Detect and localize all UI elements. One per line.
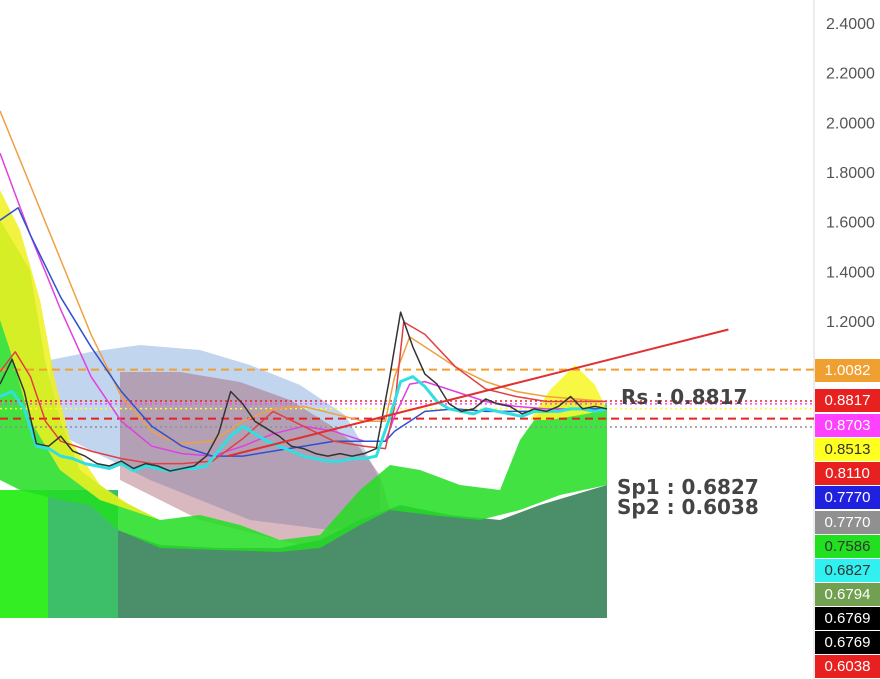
moving-average-line (0, 110, 608, 445)
y-tick-label: 1.4000 (826, 264, 875, 281)
moving-average-line (0, 375, 608, 473)
price-badge: 0.8513 (815, 438, 880, 461)
price-badge: 1.0082 (815, 359, 880, 382)
yellow-ribbon (0, 190, 160, 520)
maroon-cloud (120, 372, 390, 545)
trendline (227, 328, 729, 458)
price-badge: 0.8817 (815, 389, 880, 412)
price-badge: 0.6769 (815, 631, 880, 654)
price-badge: 0.7770 (815, 511, 880, 534)
price-badge: 0.8110 (815, 462, 880, 485)
support-2-annotation: Sp2 : 0.6038 (617, 495, 759, 519)
y-tick-label: 2.4000 (826, 16, 875, 33)
y-tick-label: 1.2000 (826, 314, 875, 331)
dark-green-body (118, 485, 607, 618)
price-badge: 0.7586 (815, 535, 880, 558)
cloud-layer (0, 190, 607, 618)
price-badge: 0.7770 (815, 486, 880, 509)
series-layer (0, 110, 729, 473)
moving-average-line (0, 321, 607, 465)
price-line (0, 311, 608, 472)
price-badge: 0.6794 (815, 583, 880, 606)
y-tick-label: 1.6000 (826, 215, 875, 232)
support-1-annotation: Sp1 : 0.6827 (617, 475, 759, 499)
y-tick-label: 2.2000 (826, 66, 875, 83)
price-badge: 0.6038 (815, 655, 880, 678)
y-axis-ticks: 2.4000 2.2000 2.0000 1.8000 1.6000 1.4000 1.20… (826, 16, 875, 331)
annotation-layer: Rs : 0.8817 Sp1 : 0.6827 Sp2 : 0.6038 (617, 385, 759, 519)
price-badge: 0.8703 (815, 414, 880, 437)
teal-green-block (48, 490, 118, 618)
resistance-annotation: Rs : 0.8817 (621, 385, 747, 409)
yellow-cap (530, 365, 607, 420)
price-badge: 0.6769 (815, 607, 880, 630)
price-badge: 0.6827 (815, 559, 880, 582)
bright-green-column (0, 490, 48, 618)
blue-cloud (50, 345, 380, 530)
y-tick-label: 2.0000 (826, 115, 875, 132)
y-tick-label: 1.8000 (826, 165, 875, 182)
